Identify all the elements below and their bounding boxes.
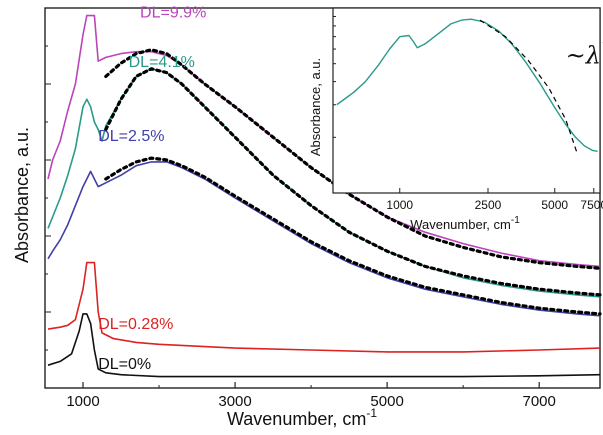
inset-x-tick-label: 7500 bbox=[580, 198, 603, 212]
main-fit-line-1 bbox=[104, 48, 602, 270]
main-series-line-5 bbox=[47, 313, 601, 378]
inset-power-law-base: ~λ bbox=[566, 42, 601, 70]
main-y-axis-label: Absorbance, a.u. bbox=[12, 127, 32, 263]
inset-y-ticks bbox=[333, 15, 336, 138]
main-plot: 1000 3000 5000 7000 DL=9.9%DL=4.1%DL=2.5%DL… bbox=[12, 5, 602, 429]
main-y-ticks bbox=[45, 45, 51, 351]
main-series-label-2: DL=4.1% bbox=[129, 54, 195, 71]
inset-power-law-label: ~λ1.6 bbox=[566, 38, 603, 70]
main-x-ticks: 1000 3000 5000 7000 bbox=[66, 382, 556, 410]
inset-x-axis-label-text: Wavenumber, cm bbox=[410, 217, 511, 232]
inset-plot: 1000250050007500 ~λ1.6 Wavenumber, cm-1 … bbox=[308, 7, 603, 232]
inset-fit-group bbox=[479, 19, 578, 153]
main-x-tick-label: 5000 bbox=[370, 393, 403, 410]
main-series-label-1: DL=9.9% bbox=[140, 5, 206, 22]
main-series-line-3 bbox=[47, 161, 601, 317]
inset-x-tick-label: 1000 bbox=[386, 198, 413, 212]
main-fit-line-3 bbox=[104, 156, 602, 316]
main-x-axis-label-sup: -1 bbox=[366, 406, 377, 420]
main-annotations: DL=9.9% DL=4.1% DL=2.5% DL=0.28% DL=0% bbox=[98, 5, 206, 374]
inset-fit-line-1 bbox=[479, 19, 578, 153]
inset-annotations: ~λ1.6 bbox=[566, 38, 603, 70]
main-x-tick-label: 1000 bbox=[66, 393, 99, 410]
main-series-line-1 bbox=[47, 14, 601, 268]
main-series-line-4 bbox=[47, 261, 601, 353]
inset-series-group bbox=[336, 18, 598, 152]
inset-series-line-1 bbox=[336, 18, 598, 152]
main-series-label-4: DL=0.28% bbox=[98, 316, 173, 333]
main-x-tick-label: 7000 bbox=[522, 393, 555, 410]
inset-y-axis-label: Absorbance, a.u. bbox=[308, 58, 323, 156]
main-series-label-5: DL=0% bbox=[98, 356, 151, 373]
inset-x-ticks: 1000 2500 5000 7500 bbox=[386, 188, 603, 212]
inset-x-tick-label: 5000 bbox=[541, 198, 568, 212]
main-series-label-3: DL=2.5% bbox=[98, 128, 164, 145]
main-x-axis-label: Wavenumber, cm-1 bbox=[227, 406, 377, 429]
inset-power-law-exponent: 1.6 bbox=[601, 38, 603, 56]
inset-x-axis-label: Wavenumber, cm-1 bbox=[410, 215, 520, 232]
main-fit-group bbox=[104, 48, 602, 316]
main-x-axis-label-text: Wavenumber, cm bbox=[227, 409, 366, 429]
main-fit-line-2 bbox=[104, 67, 602, 297]
inset-x-axis-label-sup: -1 bbox=[511, 215, 520, 226]
main-x-tick-label: 3000 bbox=[218, 393, 251, 410]
inset-plot-frame bbox=[332, 7, 601, 194]
inset-x-tick-label: 2500 bbox=[475, 198, 502, 212]
